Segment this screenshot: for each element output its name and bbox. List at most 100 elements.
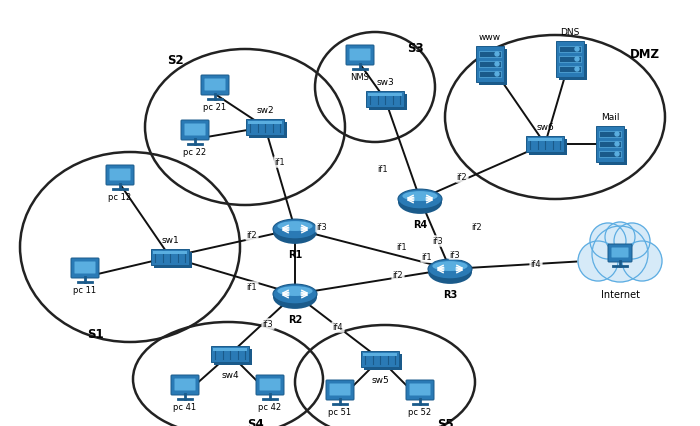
- Text: sw5: sw5: [371, 375, 389, 384]
- Text: pc 52: pc 52: [408, 407, 432, 416]
- FancyBboxPatch shape: [153, 251, 187, 254]
- FancyBboxPatch shape: [599, 132, 621, 138]
- FancyBboxPatch shape: [361, 351, 399, 367]
- FancyBboxPatch shape: [528, 139, 562, 142]
- Text: sw6: sw6: [536, 123, 554, 132]
- Circle shape: [615, 143, 619, 147]
- Text: sw4: sw4: [221, 370, 239, 379]
- FancyBboxPatch shape: [204, 79, 225, 91]
- FancyBboxPatch shape: [596, 127, 624, 163]
- Ellipse shape: [273, 219, 317, 239]
- Text: if1: if1: [274, 158, 286, 167]
- FancyBboxPatch shape: [185, 124, 206, 136]
- Circle shape: [575, 58, 579, 62]
- Text: NMS: NMS: [351, 73, 370, 82]
- Text: if1: if1: [421, 253, 433, 262]
- Text: if3: if3: [433, 237, 443, 246]
- Circle shape: [605, 222, 635, 253]
- Text: if2: if2: [393, 271, 403, 280]
- FancyBboxPatch shape: [364, 354, 402, 370]
- Text: sw3: sw3: [376, 78, 394, 87]
- Text: pc 42: pc 42: [258, 402, 281, 411]
- Text: if2: if2: [456, 173, 468, 182]
- FancyBboxPatch shape: [213, 348, 247, 351]
- Text: pc 11: pc 11: [74, 285, 97, 294]
- Text: if3: if3: [262, 320, 274, 329]
- FancyBboxPatch shape: [612, 248, 629, 258]
- Ellipse shape: [277, 222, 313, 231]
- FancyBboxPatch shape: [479, 72, 501, 78]
- Circle shape: [614, 224, 650, 259]
- FancyBboxPatch shape: [201, 76, 229, 96]
- Text: if3: if3: [449, 250, 461, 259]
- Text: Mail: Mail: [601, 113, 620, 122]
- FancyBboxPatch shape: [171, 375, 199, 395]
- Circle shape: [615, 132, 619, 137]
- Circle shape: [495, 53, 499, 57]
- FancyBboxPatch shape: [479, 52, 501, 58]
- Circle shape: [622, 242, 662, 281]
- FancyBboxPatch shape: [599, 130, 627, 166]
- Ellipse shape: [428, 260, 472, 284]
- FancyBboxPatch shape: [476, 47, 504, 83]
- Text: R2: R2: [288, 314, 302, 325]
- FancyBboxPatch shape: [326, 380, 354, 400]
- Text: S5: S5: [437, 417, 454, 426]
- FancyBboxPatch shape: [181, 121, 209, 141]
- Circle shape: [615, 153, 619, 157]
- Text: Internet: Internet: [601, 289, 640, 299]
- Ellipse shape: [402, 192, 438, 201]
- FancyBboxPatch shape: [106, 166, 134, 186]
- FancyBboxPatch shape: [260, 379, 281, 391]
- Text: if4: if4: [531, 260, 541, 269]
- Text: DNS: DNS: [560, 28, 580, 37]
- Text: pc 22: pc 22: [183, 148, 206, 157]
- FancyBboxPatch shape: [248, 122, 282, 125]
- FancyBboxPatch shape: [71, 259, 99, 278]
- Circle shape: [578, 242, 618, 281]
- Text: if4: if4: [332, 323, 343, 332]
- FancyBboxPatch shape: [369, 95, 407, 111]
- FancyBboxPatch shape: [406, 380, 434, 400]
- Text: DMZ: DMZ: [630, 49, 660, 61]
- Text: if1: if1: [378, 165, 388, 174]
- Circle shape: [495, 73, 499, 77]
- FancyBboxPatch shape: [559, 45, 587, 81]
- Ellipse shape: [398, 190, 442, 210]
- Text: if2: if2: [246, 231, 258, 240]
- Text: www: www: [479, 33, 501, 42]
- Text: pc 21: pc 21: [204, 103, 227, 112]
- Text: S4: S4: [246, 417, 263, 426]
- FancyBboxPatch shape: [109, 169, 130, 181]
- FancyBboxPatch shape: [256, 375, 284, 395]
- FancyBboxPatch shape: [608, 245, 632, 262]
- FancyBboxPatch shape: [174, 379, 195, 391]
- Text: if3: if3: [316, 223, 328, 232]
- Ellipse shape: [398, 191, 442, 214]
- FancyBboxPatch shape: [366, 92, 404, 108]
- FancyBboxPatch shape: [479, 62, 501, 68]
- FancyBboxPatch shape: [154, 253, 192, 268]
- Text: S1: S1: [87, 328, 104, 341]
- Text: pc 41: pc 41: [174, 402, 197, 411]
- Ellipse shape: [273, 221, 317, 245]
- Ellipse shape: [433, 262, 468, 271]
- Text: pc 51: pc 51: [328, 407, 351, 416]
- Ellipse shape: [273, 285, 317, 304]
- Circle shape: [590, 224, 626, 259]
- Ellipse shape: [277, 286, 313, 296]
- FancyBboxPatch shape: [214, 349, 252, 365]
- FancyBboxPatch shape: [479, 50, 507, 86]
- Text: S3: S3: [407, 41, 424, 55]
- FancyBboxPatch shape: [526, 137, 564, 153]
- FancyBboxPatch shape: [559, 57, 581, 63]
- FancyBboxPatch shape: [556, 42, 584, 78]
- Text: S2: S2: [167, 53, 183, 66]
- FancyBboxPatch shape: [529, 140, 567, 155]
- Text: R3: R3: [443, 290, 457, 299]
- FancyBboxPatch shape: [368, 94, 402, 97]
- FancyBboxPatch shape: [246, 120, 284, 136]
- Circle shape: [495, 63, 499, 67]
- Text: if2: if2: [472, 223, 482, 232]
- Text: pc 12: pc 12: [108, 193, 132, 201]
